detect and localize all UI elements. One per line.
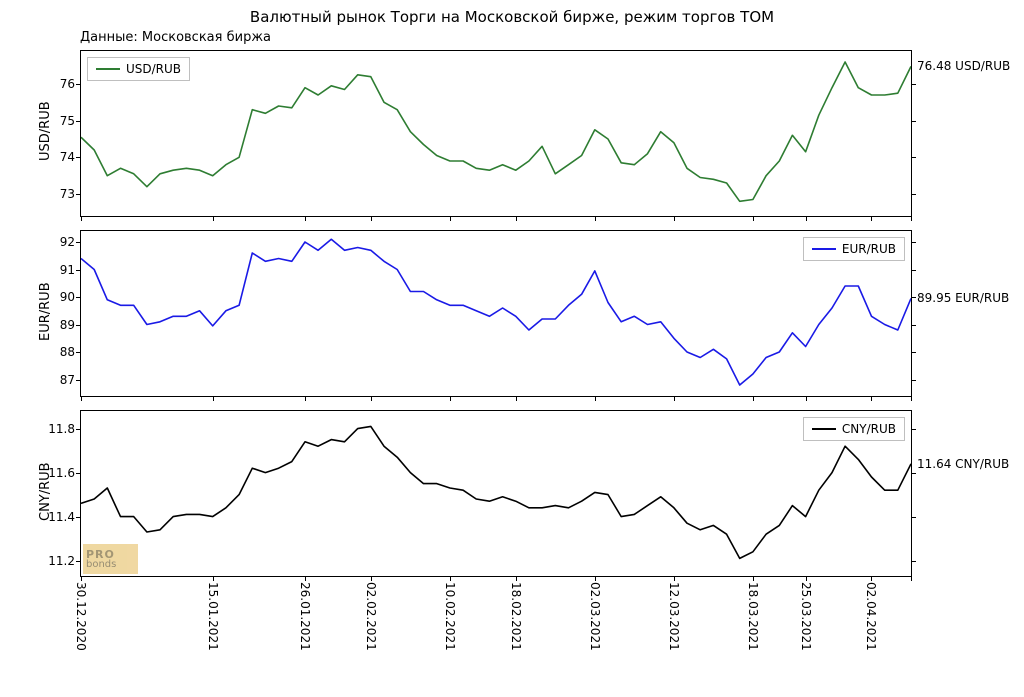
- xtick-label: 15.01.2021: [206, 582, 220, 651]
- ytick-label: 11.8: [48, 422, 75, 436]
- end-label-eur: 89.95 EUR/RUB: [917, 291, 1009, 305]
- legend-swatch: [812, 248, 836, 250]
- ylabel-cny: CNY/RUB: [38, 462, 53, 521]
- series-usd: [81, 51, 911, 216]
- legend-label: USD/RUB: [126, 62, 181, 76]
- xtick-label: 18.02.2021: [509, 582, 523, 651]
- legend-label: EUR/RUB: [842, 242, 896, 256]
- legend-cny: CNY/RUB: [803, 417, 905, 441]
- chart-subtitle: Данные: Московская биржа: [80, 30, 271, 45]
- ytick-label: 75: [60, 114, 75, 128]
- xtick-label: 10.02.2021: [443, 582, 457, 651]
- watermark-probonds: PRObonds: [83, 544, 138, 574]
- legend-label: CNY/RUB: [842, 422, 896, 436]
- legend-swatch: [812, 428, 836, 430]
- series-cny: [81, 411, 911, 576]
- ylabel-eur: EUR/RUB: [38, 282, 53, 341]
- xtick-label: 02.03.2021: [588, 582, 602, 651]
- xtick-label: 02.04.2021: [864, 582, 878, 651]
- ytick-label: 92: [60, 235, 75, 249]
- ytick-label: 76: [60, 77, 75, 91]
- end-label-usd: 76.48 USD/RUB: [917, 59, 1010, 73]
- ylabel-usd: USD/RUB: [38, 101, 53, 161]
- legend-swatch: [96, 68, 120, 70]
- chart-title: Валютный рынок Торги на Московской бирже…: [0, 8, 1024, 26]
- ytick-label: 91: [60, 263, 75, 277]
- panel-eur: 87888990919289.95 EUR/RUBEUR/RUB: [80, 230, 912, 397]
- panel-cny: 11.211.411.611.830.12.202015.01.202126.0…: [80, 410, 912, 577]
- xtick-label: 02.02.2021: [364, 582, 378, 651]
- ytick-label: 73: [60, 187, 75, 201]
- ytick-label: 11.2: [48, 554, 75, 568]
- ytick-label: 90: [60, 290, 75, 304]
- xtick-label: 30.12.2020: [74, 582, 88, 651]
- xtick-label: 26.01.2021: [298, 582, 312, 651]
- ytick-label: 74: [60, 150, 75, 164]
- xtick-label: 25.03.2021: [799, 582, 813, 651]
- panel-usd: 7374757676.48 USD/RUBUSD/RUB: [80, 50, 912, 217]
- legend-usd: USD/RUB: [87, 57, 190, 81]
- end-label-cny: 11.64 CNY/RUB: [917, 457, 1009, 471]
- xtick-label: 12.03.2021: [667, 582, 681, 651]
- series-eur: [81, 231, 911, 396]
- ytick-label: 89: [60, 318, 75, 332]
- legend-eur: EUR/RUB: [803, 237, 905, 261]
- ytick-label: 88: [60, 345, 75, 359]
- xtick-label: 18.03.2021: [746, 582, 760, 651]
- ytick-label: 87: [60, 373, 75, 387]
